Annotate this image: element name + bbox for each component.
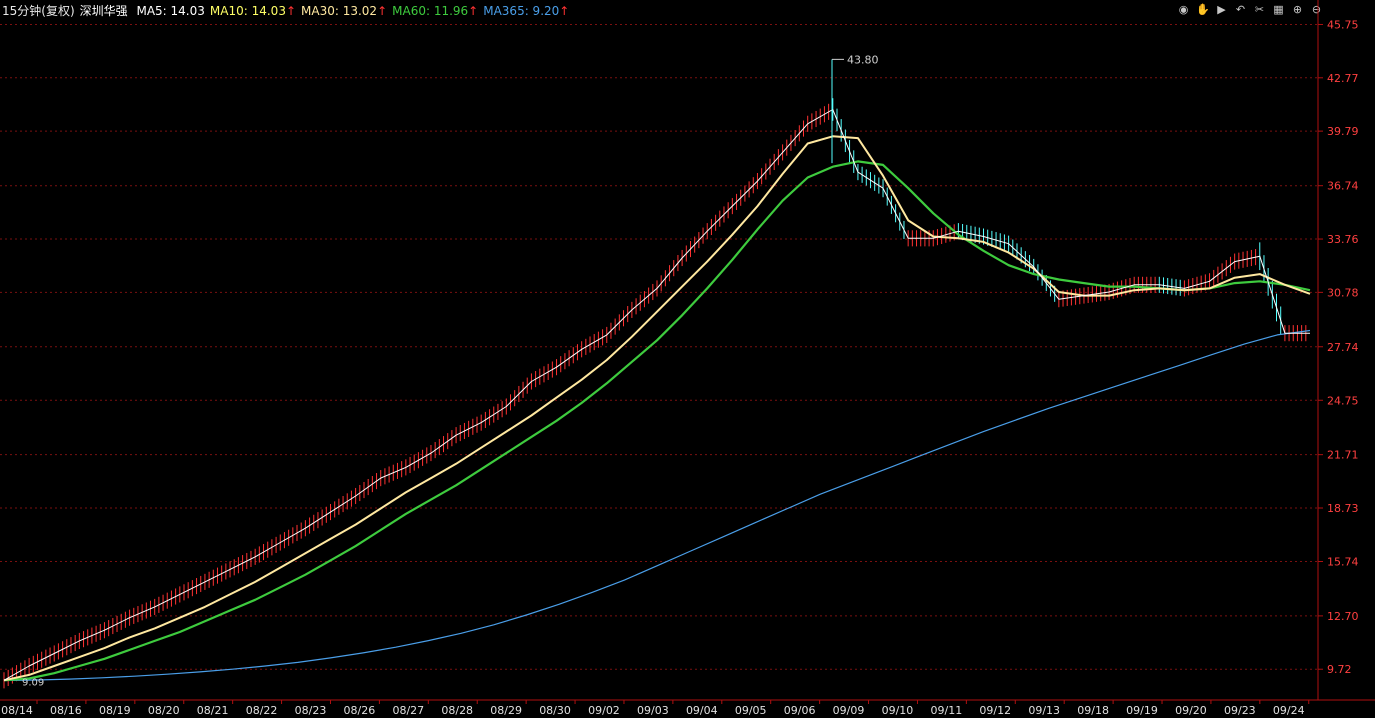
y-tick-label: 9.72 [1327, 663, 1352, 676]
stock-name: 深圳华强 [79, 4, 128, 18]
eye-icon[interactable]: ◉ [1178, 3, 1189, 16]
x-tick-label: 08/27 [392, 704, 424, 717]
x-tick-label: 08/30 [539, 704, 571, 717]
x-tick-label: 09/20 [1175, 704, 1207, 717]
x-tick-label: 09/03 [637, 704, 669, 717]
ma-legend-item: MA10: 14.03↑ [209, 4, 297, 18]
x-tick-label: 08/22 [246, 704, 278, 717]
x-tick-label: 08/29 [490, 704, 522, 717]
ma-legend-item: MA30: 13.02↑ [301, 4, 388, 18]
x-tick-label: 09/10 [882, 704, 914, 717]
y-tick-label: 36.74 [1327, 180, 1359, 193]
x-tick-label: 09/23 [1224, 704, 1256, 717]
x-tick-label: 09/02 [588, 704, 620, 717]
low-price-label: 9.09 [22, 677, 44, 688]
up-arrow-icon: ↑ [285, 4, 297, 18]
x-tick-label: 09/13 [1028, 704, 1060, 717]
chart-header: 15分钟(复权) 深圳华强 MA5: 14.03 MA10: 14.03↑ MA30:… [2, 2, 579, 19]
x-tick-label: 09/24 [1273, 704, 1305, 717]
zoom-out-icon[interactable]: ⊖ [1311, 3, 1322, 16]
y-tick-label: 33.76 [1327, 233, 1359, 246]
y-tick-label: 15.74 [1327, 555, 1359, 568]
up-arrow-icon: ↑ [468, 4, 479, 18]
x-tick-label: 08/19 [99, 704, 131, 717]
ma-legend-item: MA60: 11.96↑ [392, 4, 479, 18]
y-tick-label: 21.71 [1327, 449, 1359, 462]
x-tick-label: 08/20 [148, 704, 180, 717]
x-tick-label: 08/21 [197, 704, 229, 717]
y-tick-label: 45.75 [1327, 18, 1359, 31]
x-tick-label: 09/19 [1126, 704, 1158, 717]
series-line-ma60 [3, 160, 1311, 682]
x-tick-label: 08/23 [295, 704, 327, 717]
hand-icon[interactable]: ✋ [1196, 3, 1210, 16]
x-tick-label: 08/26 [344, 704, 376, 717]
ma-legend: MA5: 14.03 MA10: 14.03↑ MA30: 13.02↑ MA60: … [136, 4, 574, 18]
x-tick-label: 09/18 [1077, 704, 1109, 717]
zoom-in-icon[interactable]: ⊕ [1292, 3, 1303, 16]
ma-legend-item: MA365: 9.20↑ [483, 4, 570, 18]
x-tick-label: 08/16 [50, 704, 82, 717]
y-tick-label: 24.75 [1327, 394, 1359, 407]
undo-icon[interactable]: ↶ [1235, 3, 1246, 16]
ma-legend-item: MA5: 14.03 [136, 4, 205, 18]
series-line-ma365 [3, 329, 1311, 682]
x-tick-label: 09/12 [979, 704, 1011, 717]
up-arrow-icon: ↑ [559, 4, 570, 18]
x-tick-label: 09/05 [735, 704, 767, 717]
x-tick-label: 08/28 [441, 704, 473, 717]
x-tick-label: 09/04 [686, 704, 718, 717]
x-tick-label: 09/06 [784, 704, 816, 717]
toolbar: ◉ ✋ ▶ ↶ ✂ ▦ ⊕ ⊖ [1177, 3, 1323, 16]
x-tick-label: 09/11 [931, 704, 963, 717]
y-tick-label: 18.73 [1327, 502, 1359, 515]
y-tick-label: 42.77 [1327, 72, 1359, 85]
y-tick-label: 39.79 [1327, 125, 1359, 138]
series-line-ma30 [3, 135, 1311, 682]
play-icon[interactable]: ▶ [1217, 3, 1226, 16]
period-label: 15分钟(复权) [2, 4, 75, 18]
x-tick-label: 09/09 [833, 704, 865, 717]
up-arrow-icon: ↑ [377, 4, 388, 18]
x-tick-label: 08/14 [1, 704, 33, 717]
y-tick-label: 27.74 [1327, 341, 1359, 354]
y-tick-label: 12.70 [1327, 610, 1359, 623]
high-price-label: 43.80 [847, 53, 879, 66]
grid-icon[interactable]: ▦ [1273, 3, 1284, 16]
scissors-icon[interactable]: ✂ [1254, 3, 1265, 16]
y-tick-label: 30.78 [1327, 286, 1359, 299]
series-line-ma5 [3, 109, 1310, 681]
